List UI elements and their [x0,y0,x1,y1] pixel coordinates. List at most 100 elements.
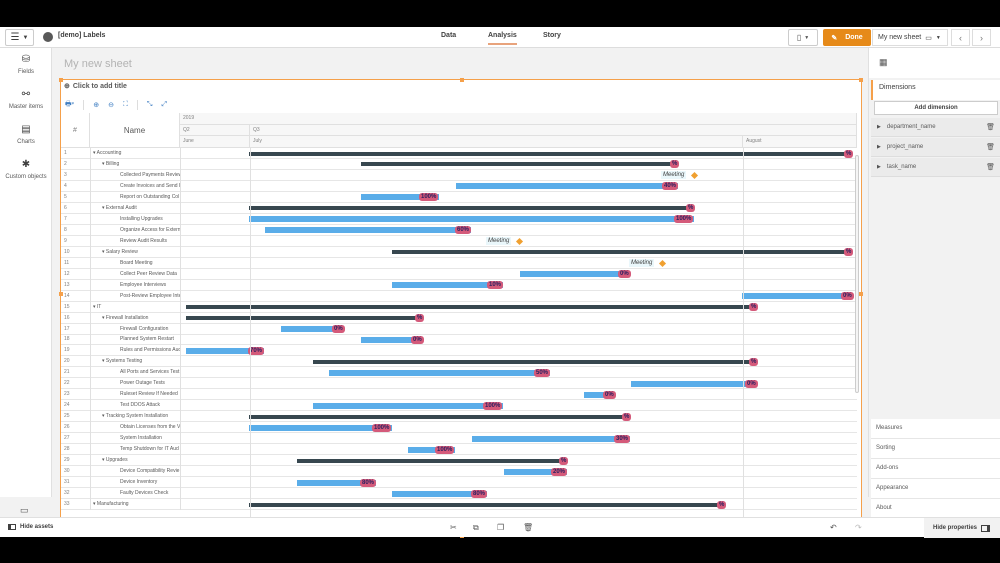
resize-handle[interactable] [859,292,863,296]
trash-icon[interactable]: 🗑 [986,164,995,171]
table-row[interactable]: 11 Board Meeting [61,257,857,269]
task-bar[interactable] [329,369,550,376]
paste-icon[interactable]: ❐ [497,523,505,532]
summary-bar[interactable] [249,206,694,211]
task-bar[interactable] [520,271,630,278]
table-row[interactable]: 19 Rules and Permissions Aud [61,345,857,357]
summary-bar[interactable] [249,502,725,507]
task-bar[interactable] [392,282,503,289]
table-row[interactable]: 33 ▾ Manufacturing [61,499,857,511]
task-bar[interactable] [186,347,264,354]
summary-bar[interactable] [297,458,567,463]
vertical-scrollbar[interactable] [855,155,859,393]
asset-charts[interactable]: ▤ Charts [0,124,52,145]
task-bar[interactable] [504,468,567,475]
bookmark-button[interactable]: ▯ ▼ [788,29,818,46]
dimension-item[interactable]: ▶ project_name 🗑 [871,138,1000,157]
summary-bar[interactable] [361,162,678,167]
task-bar[interactable] [281,326,344,333]
summary-bar[interactable] [249,151,852,156]
table-row[interactable]: 29 ▾ Upgrades [61,455,857,467]
tab-data[interactable]: Data [441,32,457,39]
collapse-all-icon[interactable]: ⤢ [161,101,168,108]
section-about[interactable]: About [871,499,1000,518]
asset-master-items[interactable]: ⚯ Master items [0,89,52,110]
resize-handle[interactable] [59,292,63,296]
summary-bar[interactable] [313,359,757,364]
expand-all-icon[interactable]: ⤡ [146,101,153,108]
table-row[interactable]: 6 ▾ External Audit [61,202,857,214]
table-row[interactable]: 23 Ruleset Review If Needed [61,389,857,401]
table-row[interactable]: 24 Test DDOS Attack [61,400,857,412]
table-row[interactable]: 21 All Ports and Services Test [61,367,857,379]
sheet-selector[interactable]: My new sheet ▭ ▼ [872,29,948,46]
task-bar[interactable] [472,435,630,442]
section-appearance[interactable]: Appearance [871,479,1000,499]
zoom-in-icon[interactable]: ⊕ [93,102,100,109]
done-button[interactable]: ✎ Done [823,29,871,46]
sheet-properties-icon[interactable]: ▭ [20,505,29,515]
next-sheet-button[interactable]: › [972,29,991,46]
table-row[interactable]: 16 ▾ Firewall Installation [61,312,857,324]
task-bar[interactable] [297,479,376,486]
column-header-name[interactable]: Name [90,113,180,148]
add-title-button[interactable]: ⊕ Click to add title [64,82,127,91]
hide-assets-button[interactable]: Hide assets [8,524,53,530]
copy-icon[interactable]: ⧉ [473,523,479,532]
zoom-out-icon[interactable]: ⊖ [108,102,114,109]
table-row[interactable]: 25 ▾ Tracking System Installation [61,411,857,423]
dimension-item[interactable]: ▶ task_name 🗑 [871,158,1000,177]
task-bar[interactable] [456,183,678,190]
table-row[interactable]: 4 Create Invoices and Send In [61,180,857,192]
task-bar[interactable] [249,216,694,223]
table-row[interactable]: 17 Firewall Configuration [61,323,857,335]
table-row[interactable]: 10 ▾ Salary Review [61,246,857,258]
table-row[interactable]: 26 Obtain Licenses from the V [61,422,857,434]
task-bar[interactable] [249,424,392,431]
tab-analysis[interactable]: Analysis [488,32,517,45]
table-row[interactable]: 31 Device Inventory [61,477,857,489]
table-row[interactable]: 32 Faulty Devices Check [61,488,857,500]
section-add-ons[interactable]: Add-ons [871,459,1000,479]
sheet-title[interactable]: My new sheet [64,58,132,70]
fit-icon[interactable]: ⛶ [122,101,128,108]
trash-icon[interactable]: 🗑 [986,144,995,151]
previous-sheet-button[interactable]: ‹ [951,29,970,46]
table-row[interactable]: 27 System Installation [61,433,857,445]
table-row[interactable]: 7 Installing Upgrades [61,213,857,225]
section-measures[interactable]: Measures [871,419,1000,439]
undo-icon[interactable]: ↶ [830,523,837,532]
print-icon[interactable]: 🖶▾ [65,100,75,108]
table-row[interactable]: 28 Temp Shutdown for IT Aud [61,444,857,456]
task-bar[interactable] [313,402,503,409]
table-row[interactable]: 5 Report on Outstanding Col [61,191,857,203]
task-bar[interactable] [408,446,455,453]
dimensions-section[interactable]: Dimensions [871,80,1000,100]
table-row[interactable]: 14 Post-Review Employee Inte [61,290,857,302]
task-bar[interactable] [742,293,853,300]
summary-bar[interactable] [249,414,630,419]
table-row[interactable]: 20 ▾ Systems Testing [61,356,857,368]
task-bar[interactable] [584,391,615,398]
table-row[interactable]: 3 Collected Payments Review [61,169,857,181]
table-row[interactable]: 13 Employee Interviews [61,279,857,291]
table-row[interactable]: 8 Organize Access for Extern [61,224,857,236]
task-bar[interactable] [265,227,471,234]
hide-properties-button[interactable]: Hide properties [924,518,1000,538]
table-row[interactable]: 1 ▾ Accounting [61,148,857,159]
global-menu-button[interactable]: ☰ ▼ [5,29,34,46]
table-row[interactable]: 15 ▾ IT [61,301,857,313]
trash-icon[interactable]: 🗑 [986,124,995,131]
task-bar[interactable] [392,490,487,497]
gantt-chart[interactable]: ⊕ Click to add title 🖶▾ ⊕ ⊖ ⛶ ⤡ ⤢ # Name… [59,78,863,538]
table-row[interactable]: 2 ▾ Billing [61,158,857,170]
delete-icon[interactable]: 🗑 [523,523,534,532]
table-row[interactable]: 18 Planned System Restart [61,334,857,346]
add-dimension-button[interactable]: Add dimension [874,101,998,115]
tab-story[interactable]: Story [543,32,561,39]
redo-icon[interactable]: ↷ [855,523,862,532]
task-bar[interactable] [361,336,423,343]
summary-bar[interactable] [186,316,423,321]
resize-handle[interactable] [859,78,863,82]
table-row[interactable]: 22 Power Outage Tests [61,378,857,390]
